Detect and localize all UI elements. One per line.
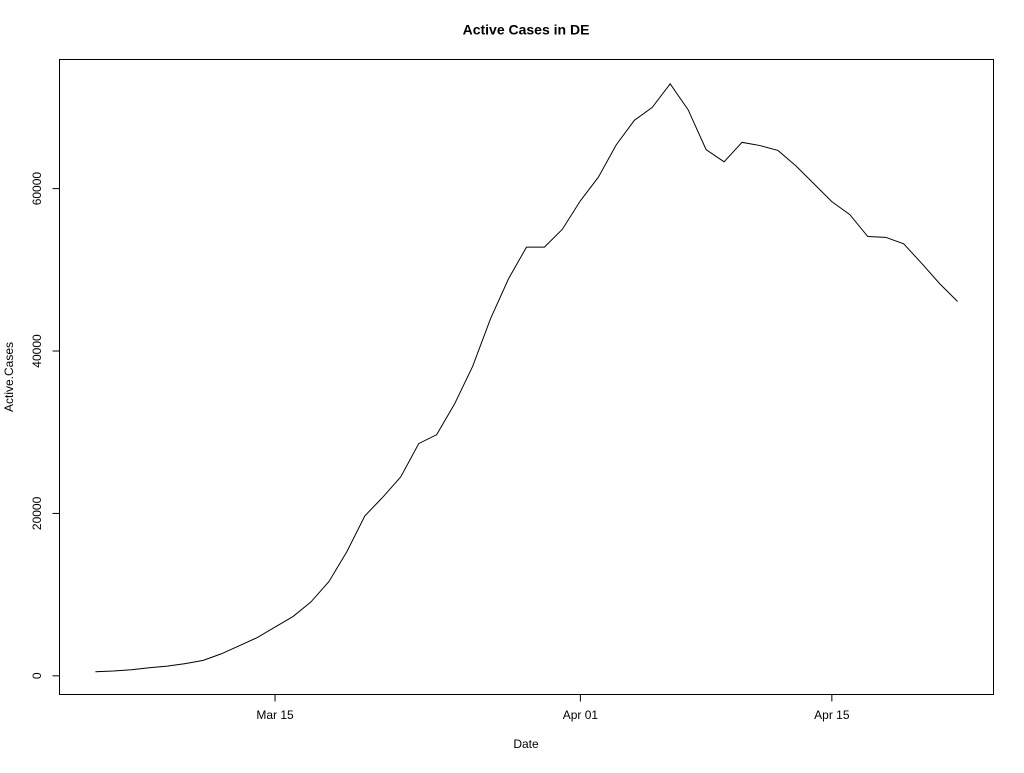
data-line	[95, 83, 958, 673]
y-tick-label: 20000	[30, 496, 44, 530]
x-tick-label: Apr 15	[814, 708, 850, 722]
x-axis-label: Date	[513, 737, 539, 751]
y-axis-label: Active.Cases	[2, 342, 16, 412]
chart-title: Active Cases in DE	[463, 22, 590, 38]
y-tick-label: 40000	[30, 334, 44, 368]
y-tick-label: 0	[30, 672, 44, 679]
x-tick-label: Mar 15	[256, 708, 294, 722]
y-tick-label: 60000	[30, 172, 44, 206]
x-tick-label: Apr 01	[563, 708, 599, 722]
plot-box	[59, 59, 994, 695]
